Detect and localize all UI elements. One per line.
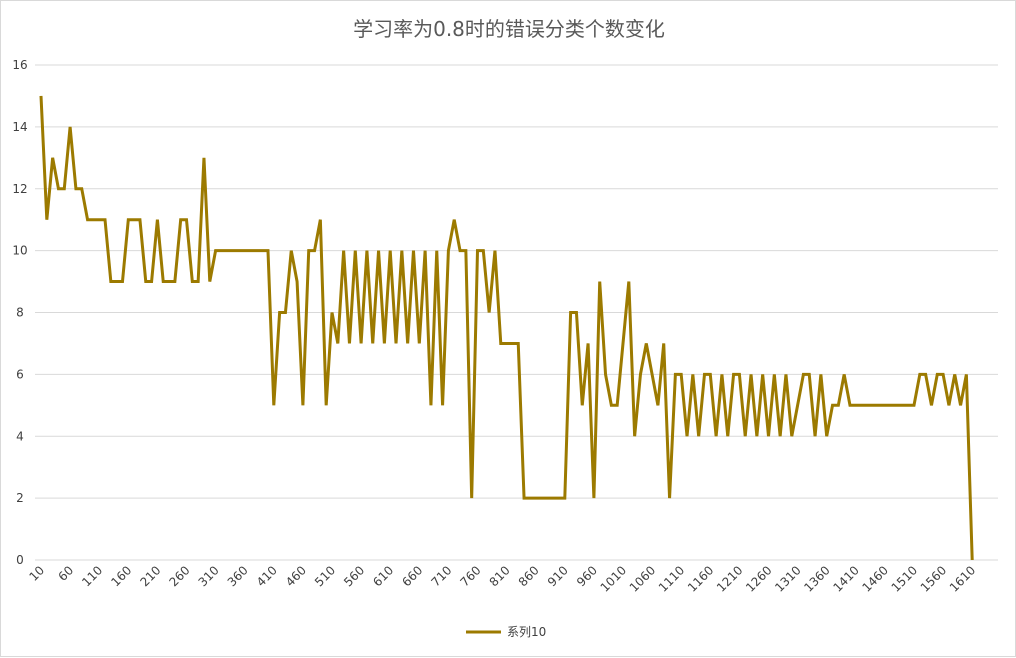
x-tick-label: 360	[225, 563, 251, 589]
series-layer	[41, 96, 972, 560]
legend: 系列10	[466, 625, 546, 639]
x-tick-label: 960	[574, 563, 600, 589]
x-tick-label: 310	[196, 563, 222, 589]
x-tick-label: 1010	[598, 563, 629, 594]
x-tick-label: 610	[370, 563, 396, 589]
x-tick-label: 210	[137, 563, 163, 589]
y-tick-label: 12	[12, 182, 27, 196]
x-tick-label: 160	[108, 563, 134, 589]
x-tick-label: 260	[167, 563, 193, 589]
x-tick-label: 910	[545, 563, 571, 589]
x-tick-label: 860	[516, 563, 542, 589]
x-tick-label: 560	[341, 563, 367, 589]
x-tick-label: 710	[428, 563, 454, 589]
x-tick-label: 1510	[889, 563, 920, 594]
y-tick-label: 8	[16, 306, 24, 320]
x-tick-label: 1260	[743, 563, 774, 594]
x-tick-label: 1560	[918, 563, 949, 594]
x-tick-label: 1160	[685, 563, 716, 594]
x-tick-label: 1210	[714, 563, 745, 594]
y-tick-label: 6	[16, 367, 24, 381]
x-tick-label: 1110	[656, 563, 687, 594]
x-tick-label: 1460	[860, 563, 891, 594]
y-tick-label: 4	[16, 429, 24, 443]
x-tick-label: 1360	[801, 563, 832, 594]
x-tick-label: 60	[56, 563, 77, 584]
y-tick-label: 2	[16, 491, 24, 505]
series-line	[41, 96, 972, 560]
y-tick-label: 10	[12, 244, 27, 258]
x-tick-label: 460	[283, 563, 309, 589]
x-tick-label: 1310	[772, 563, 803, 594]
x-tick-label: 810	[487, 563, 513, 589]
x-tick-label: 760	[458, 563, 484, 589]
x-tick-label: 510	[312, 563, 338, 589]
x-tick-label: 1060	[627, 563, 658, 594]
x-tick-label: 1410	[830, 563, 861, 594]
y-tick-label: 0	[16, 553, 24, 567]
gridlines	[35, 65, 998, 560]
y-axis-ticks: 0 2 4 6 8 10 12 14 16	[12, 58, 27, 567]
x-tick-label: 110	[79, 563, 105, 589]
legend-label: 系列10	[507, 625, 546, 639]
x-tick-label: 10	[26, 563, 47, 584]
y-tick-label: 14	[12, 120, 27, 134]
x-tick-label: 1610	[947, 563, 978, 594]
chart-title: 学习率为0.8时的错误分类个数变化	[353, 17, 665, 41]
x-tick-label: 410	[254, 563, 280, 589]
x-tick-label: 660	[399, 563, 425, 589]
y-tick-label: 16	[12, 58, 27, 72]
